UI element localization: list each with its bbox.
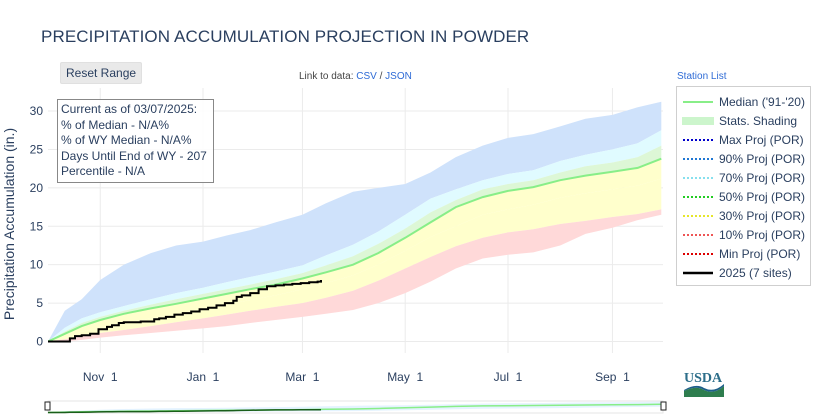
legend-swatch	[682, 249, 714, 259]
legend-swatch	[682, 230, 714, 240]
links-separator: /	[379, 71, 383, 82]
legend-label: Median ('91-'20)	[719, 94, 805, 109]
legend-label: 30% Proj (POR)	[719, 208, 806, 223]
x-tick-label: May 1	[387, 370, 423, 384]
band-30-10	[48, 178, 662, 342]
legend-swatch	[682, 192, 714, 202]
station-list-link[interactable]: Station List	[677, 71, 727, 82]
legend-swatch	[682, 116, 714, 126]
y-tick-label: 20	[30, 181, 44, 195]
range-slider-handle-left[interactable]	[44, 401, 51, 411]
csv-link[interactable]: CSV	[356, 71, 377, 82]
band-median-30	[48, 158, 662, 342]
x-tick-label: Nov 1	[83, 370, 118, 384]
x-tick-label: Jan 1	[187, 370, 220, 384]
legend-swatch	[682, 154, 714, 164]
legend-label: 2025 (7 sites)	[719, 265, 792, 280]
legend-item[interactable]: 2025 (7 sites)	[682, 263, 792, 282]
band-90-70	[48, 130, 662, 342]
info-pct-wy-median: % of WY Median - N/A%	[61, 133, 192, 147]
data-links-prefix: Link to data:	[299, 71, 354, 82]
usda-logo-icon: USDA	[684, 371, 724, 397]
legend-item[interactable]: Stats. Shading	[682, 111, 797, 130]
y-tick-label: 30	[30, 104, 44, 118]
legend-label: 90% Proj (POR)	[719, 151, 806, 166]
legend-label: Max Proj (POR)	[719, 132, 804, 147]
x-tick-label: Jul 1	[494, 370, 523, 384]
legend-label: Min Proj (POR)	[719, 246, 801, 261]
info-box: Current as of 03/07/2025: % of Median - …	[57, 99, 214, 183]
band-70-median	[48, 145, 662, 342]
data-links: Link to data: CSV / JSON	[299, 71, 412, 82]
legend-swatch	[682, 173, 714, 183]
usda-logo-text: USDA	[684, 371, 723, 386]
median-line	[48, 157, 662, 343]
range-slider[interactable]	[44, 400, 667, 414]
legend-label: 70% Proj (POR)	[719, 170, 806, 185]
reset-range-button[interactable]: Reset Range	[60, 62, 143, 84]
y-tick-label: 0	[36, 334, 43, 348]
y-tick-label: 10	[30, 258, 44, 272]
info-current-date: Current as of 03/07/2025:	[61, 102, 198, 116]
y-tick-label: 5	[36, 296, 43, 310]
legend: Median ('91-'20) Stats. Shading Max Proj (…	[676, 86, 811, 286]
info-percentile: Percentile - N/A	[61, 164, 146, 178]
json-link[interactable]: JSON	[385, 71, 412, 82]
legend-item[interactable]: 30% Proj (POR)	[682, 206, 805, 225]
x-tick-label: Mar 1	[285, 370, 319, 384]
legend-item[interactable]: 50% Proj (POR)	[682, 187, 805, 206]
x-axis: Nov 1 Jan 1 Mar 1 May 1 Jul 1 Sep 1	[83, 370, 630, 384]
usda-logo: USDA	[684, 369, 726, 404]
range-slider-current	[48, 408, 322, 414]
current-2025-line	[48, 280, 322, 343]
y-tick-label: 15	[30, 219, 44, 233]
legend-swatch	[682, 211, 714, 221]
legend-item[interactable]: Min Proj (POR)	[682, 244, 800, 263]
legend-label: Stats. Shading	[719, 113, 798, 128]
legend-item[interactable]: 90% Proj (POR)	[682, 149, 805, 168]
legend-item[interactable]: Median ('91-'20)	[682, 92, 805, 111]
info-pct-median: % of Median - N/A%	[61, 117, 170, 132]
legend-item[interactable]: Max Proj (POR)	[682, 130, 804, 149]
x-tick-label: Sep 1	[595, 370, 630, 384]
legend-swatch	[682, 97, 714, 107]
legend-item[interactable]: 70% Proj (POR)	[682, 168, 805, 187]
page-title: PRECIPITATION ACCUMULATION PROJECTION IN…	[41, 27, 530, 46]
y-axis: 0 5 10 15 20 25 30	[30, 104, 44, 348]
info-days-until: Days Until End of WY - 207	[61, 148, 207, 163]
legend-swatch	[682, 135, 714, 145]
y-tick-label: 25	[30, 142, 44, 156]
y-axis-label: Precipitation Accumulation (in.)	[1, 128, 17, 320]
range-slider-handle-right[interactable]	[660, 401, 667, 411]
legend-label: 50% Proj (POR)	[719, 189, 806, 204]
stats-shading	[48, 101, 662, 342]
legend-label: 10% Proj (POR)	[719, 227, 806, 242]
legend-item[interactable]: 10% Proj (POR)	[682, 225, 805, 244]
band-10-min	[48, 209, 662, 342]
series-lines	[48, 157, 662, 343]
legend-swatch	[682, 268, 714, 278]
band-max-90	[48, 101, 662, 342]
